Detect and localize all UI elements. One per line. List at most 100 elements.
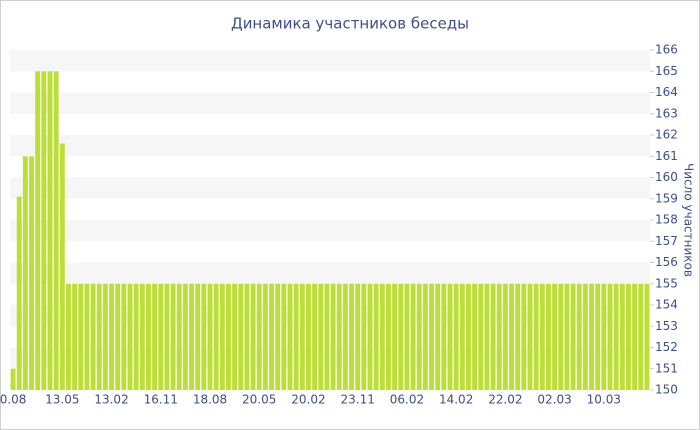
bar xyxy=(22,156,28,390)
bar xyxy=(170,283,176,390)
bar xyxy=(490,283,496,390)
bar xyxy=(306,283,311,390)
bar xyxy=(416,283,422,390)
bar xyxy=(269,283,274,390)
bar xyxy=(47,71,53,390)
bar xyxy=(176,283,182,390)
grid-stripe xyxy=(10,177,650,199)
bar xyxy=(453,283,459,390)
bar xyxy=(429,283,434,390)
bar xyxy=(570,283,576,390)
bar xyxy=(509,283,514,390)
bar xyxy=(299,283,305,390)
bar xyxy=(29,156,34,390)
y-tick-label: 153 xyxy=(655,319,678,333)
y-tick-label: 157 xyxy=(655,234,678,248)
bar xyxy=(546,283,551,390)
grid-stripe xyxy=(10,262,650,284)
bar xyxy=(262,283,268,390)
y-tick-label: 156 xyxy=(655,255,678,269)
bar xyxy=(281,283,287,390)
bar xyxy=(232,283,238,390)
bar xyxy=(330,283,336,390)
y-tick-label: 155 xyxy=(655,276,678,290)
bar xyxy=(312,283,318,390)
bar xyxy=(478,283,484,390)
bar xyxy=(158,283,164,390)
y-tick-label: 152 xyxy=(655,340,678,354)
bar xyxy=(552,283,558,390)
bar xyxy=(355,283,361,390)
bar xyxy=(441,283,447,390)
bar xyxy=(601,283,607,390)
bar xyxy=(342,283,348,390)
grid-stripe xyxy=(10,92,650,114)
x-tick-label: 23.11 xyxy=(341,393,375,407)
bar xyxy=(324,283,330,390)
bar xyxy=(16,196,22,390)
bar xyxy=(619,283,625,390)
x-tick-label: 14.02 xyxy=(439,393,473,407)
bar xyxy=(201,283,207,390)
grid-stripe xyxy=(10,50,650,72)
bar xyxy=(127,283,133,390)
bar xyxy=(182,283,188,390)
bar xyxy=(35,71,41,390)
x-tick-label: 20.05 xyxy=(242,393,276,407)
bar xyxy=(392,283,398,390)
bar xyxy=(275,283,281,390)
bar xyxy=(410,283,416,390)
bar xyxy=(466,283,471,390)
bar xyxy=(595,283,601,390)
bar xyxy=(521,283,527,390)
x-tick-label: 0.08 xyxy=(0,393,26,407)
bar xyxy=(78,283,84,390)
bar xyxy=(115,283,121,390)
bar xyxy=(152,283,158,390)
bar xyxy=(589,283,594,390)
bar xyxy=(189,283,194,390)
bar xyxy=(336,283,342,390)
grid-stripe xyxy=(10,305,650,327)
bar xyxy=(435,283,441,390)
bar xyxy=(613,283,619,390)
grid-stripe xyxy=(10,220,650,242)
bar xyxy=(164,283,170,390)
plot-area xyxy=(10,50,650,390)
bar xyxy=(59,143,65,390)
y-tick-label: 158 xyxy=(655,213,678,227)
bar xyxy=(484,283,490,390)
bar xyxy=(404,283,410,390)
bar xyxy=(250,283,256,390)
bar xyxy=(398,283,404,390)
bar xyxy=(515,283,521,390)
bar xyxy=(367,283,373,390)
bar xyxy=(10,368,16,390)
x-tick-label: 13.05 xyxy=(45,393,79,407)
y-tick-label: 159 xyxy=(655,191,678,205)
bar xyxy=(213,283,219,390)
bar xyxy=(447,283,453,390)
bar xyxy=(41,71,47,390)
grid-stripe xyxy=(10,347,650,369)
x-tick-label: 02.03 xyxy=(537,393,571,407)
y-tick-label: 151 xyxy=(655,361,678,375)
grid-stripe xyxy=(10,135,650,157)
bar xyxy=(102,283,108,390)
bar xyxy=(582,283,588,390)
bar xyxy=(244,283,250,390)
bar xyxy=(564,283,570,390)
bar xyxy=(626,283,631,390)
bar xyxy=(238,283,244,390)
y-axis-label: Число участников xyxy=(682,163,696,277)
bar xyxy=(607,283,613,390)
bar xyxy=(53,71,59,390)
bar xyxy=(133,283,139,390)
bar xyxy=(539,283,545,390)
y-tick-label: 160 xyxy=(655,170,678,184)
y-tick-label: 163 xyxy=(655,106,678,120)
bar xyxy=(90,283,96,390)
bar xyxy=(576,283,582,390)
bar xyxy=(96,283,102,390)
